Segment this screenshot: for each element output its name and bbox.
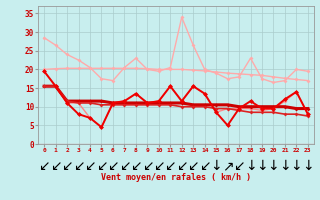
- X-axis label: Vent moyen/en rafales ( km/h ): Vent moyen/en rafales ( km/h ): [101, 173, 251, 182]
